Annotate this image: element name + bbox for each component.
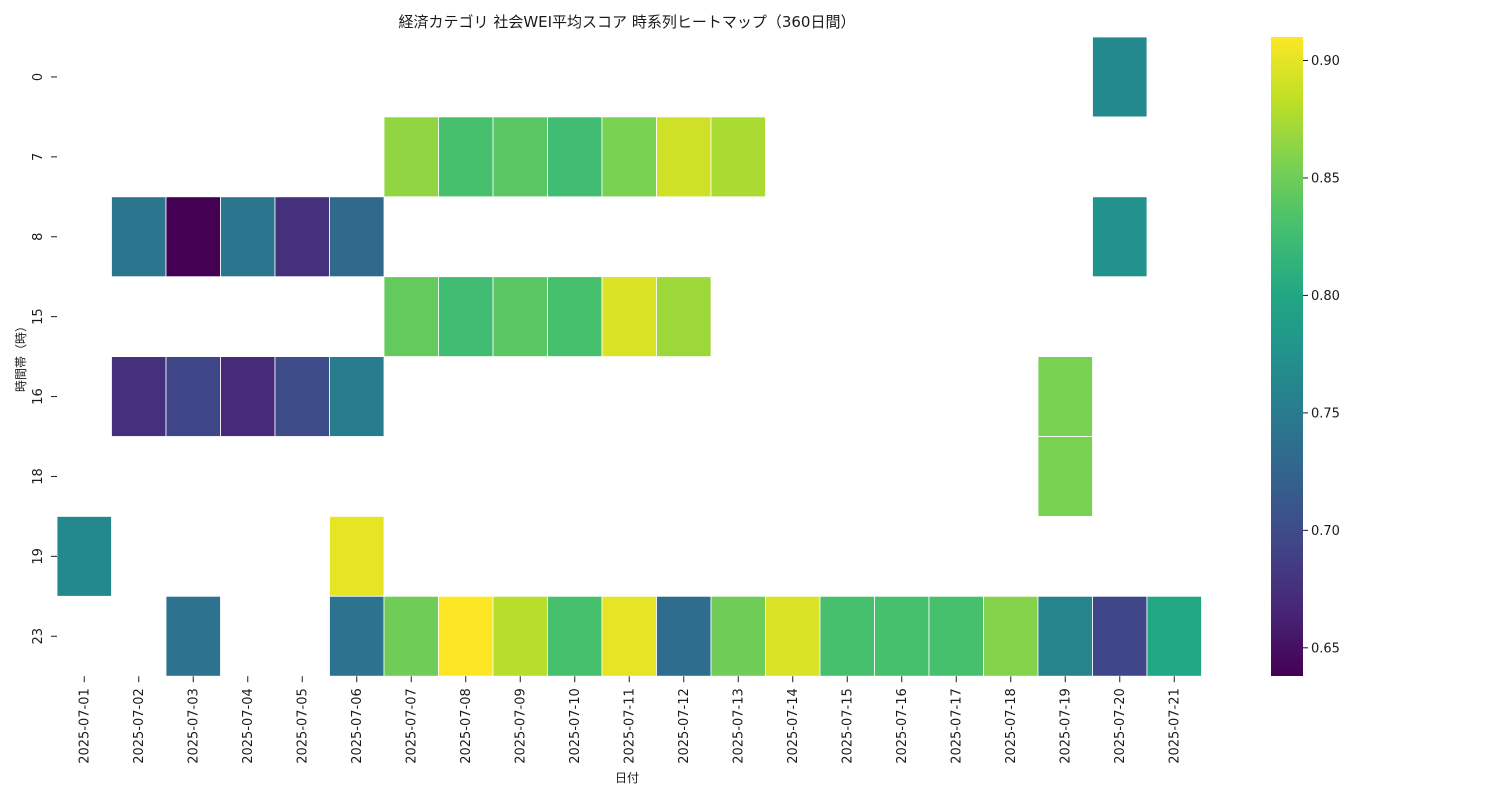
heatmap-cell xyxy=(492,595,548,677)
x-tick-label: 2025-07-04 xyxy=(241,688,256,764)
colorbar-tick-label: 0.75 xyxy=(1311,406,1340,421)
y-tick-label: 18 xyxy=(31,468,46,485)
x-tick-label: 2025-07-16 xyxy=(895,688,910,764)
x-tick-label: 2025-07-09 xyxy=(513,688,528,764)
heatmap-cell xyxy=(874,595,930,677)
x-tick-label: 2025-07-12 xyxy=(677,688,692,764)
colorbar xyxy=(1271,37,1303,676)
y-tick-label: 16 xyxy=(31,388,46,405)
heatmap-cells xyxy=(56,36,1202,677)
heatmap-cell xyxy=(819,595,875,677)
heatmap-cell xyxy=(165,356,221,437)
x-tick-label: 2025-07-18 xyxy=(1004,688,1019,764)
x-tick-label: 2025-07-10 xyxy=(568,688,583,764)
heatmap-cell xyxy=(220,196,276,278)
heatmap-cell xyxy=(165,595,221,677)
heatmap-cell xyxy=(274,356,330,437)
x-tick-label: 2025-07-05 xyxy=(295,688,310,764)
y-tick-label: 7 xyxy=(31,153,46,161)
heatmap-cell xyxy=(111,356,167,437)
heatmap-cell xyxy=(1037,356,1093,437)
heatmap-cell xyxy=(656,276,712,358)
colorbar-tick-label: 0.65 xyxy=(1311,641,1340,656)
x-tick-label: 2025-07-17 xyxy=(949,688,964,764)
y-axis-ticks: 0 7 8 15 16 18 19 23 xyxy=(31,73,57,645)
heatmap-cell xyxy=(983,595,1039,677)
heatmap-cell xyxy=(492,116,548,198)
chart-title: 経済カテゴリ 社会WEI平均スコア 時系列ヒートマップ（360日間） xyxy=(399,13,856,31)
heatmap-cell xyxy=(383,276,439,358)
heatmap-cell xyxy=(1092,36,1148,118)
heatmap-cell xyxy=(329,356,385,437)
heatmap-cell xyxy=(710,116,766,198)
heatmap-cell xyxy=(601,116,657,198)
heatmap-cell xyxy=(547,116,603,198)
colorbar-tick-label: 0.85 xyxy=(1311,171,1340,186)
x-tick-label: 2025-07-19 xyxy=(1058,688,1073,764)
x-tick-label: 2025-07-11 xyxy=(622,688,637,764)
heatmap-cell xyxy=(492,276,548,358)
heatmap-cell xyxy=(329,595,385,677)
heatmap-cell xyxy=(1037,436,1093,517)
x-tick-label: 2025-07-03 xyxy=(186,688,201,764)
y-tick-label: 8 xyxy=(31,233,46,241)
heatmap-cell xyxy=(438,276,494,358)
heatmap-cell xyxy=(111,196,167,278)
colorbar-tick-label: 0.80 xyxy=(1311,289,1340,304)
y-tick-label: 23 xyxy=(31,628,46,645)
heatmap-cell xyxy=(438,116,494,198)
x-tick-label: 2025-07-15 xyxy=(840,688,855,764)
heatmap-cell xyxy=(383,116,439,198)
heatmap-cell xyxy=(656,116,712,198)
heatmap-cell xyxy=(601,595,657,677)
heatmap-cell xyxy=(1092,196,1148,278)
heatmap-cell xyxy=(274,196,330,278)
heatmap-cell xyxy=(928,595,984,677)
heatmap-cell xyxy=(220,356,276,437)
heatmap-cell xyxy=(547,595,603,677)
heatmap-cell xyxy=(56,516,112,597)
x-tick-label: 2025-07-06 xyxy=(350,688,365,764)
heatmap-cell xyxy=(765,595,821,677)
y-axis-label: 時間帯（時） xyxy=(14,320,28,392)
x-tick-label: 2025-07-21 xyxy=(1167,688,1182,764)
heatmap-cell xyxy=(438,595,494,677)
x-tick-label: 2025-07-08 xyxy=(459,688,474,764)
heatmap-cell xyxy=(1146,595,1202,677)
x-axis-ticks: 2025-07-01 2025-07-02 2025-07-03 2025-07-04… xyxy=(77,676,1182,764)
heatmap-cell xyxy=(329,516,385,597)
heatmap-cell xyxy=(165,196,221,278)
heatmap-cell xyxy=(601,276,657,358)
x-tick-label: 2025-07-01 xyxy=(77,688,92,764)
heatmap-cell xyxy=(1037,595,1093,677)
x-tick-label: 2025-07-02 xyxy=(132,688,147,764)
colorbar-tick-label: 0.70 xyxy=(1311,524,1340,539)
heatmap-cell xyxy=(547,276,603,358)
heatmap-cell xyxy=(710,595,766,677)
colorbar-ticks: 0.65 0.70 0.75 0.80 0.85 0.90 xyxy=(1303,54,1340,656)
x-axis-label: 日付 xyxy=(615,771,639,785)
y-tick-label: 0 xyxy=(31,73,46,81)
y-tick-label: 19 xyxy=(31,548,46,565)
heatmap-cell xyxy=(383,595,439,677)
heatmap-cell xyxy=(1092,595,1148,677)
colorbar-tick-label: 0.90 xyxy=(1311,54,1340,69)
x-tick-label: 2025-07-07 xyxy=(404,688,419,764)
heatmap-cell xyxy=(329,196,385,278)
x-tick-label: 2025-07-20 xyxy=(1113,688,1128,764)
heatmap-cell xyxy=(656,595,712,677)
x-tick-label: 2025-07-13 xyxy=(731,688,746,764)
x-tick-label: 2025-07-14 xyxy=(786,688,801,764)
y-tick-label: 15 xyxy=(31,308,46,325)
